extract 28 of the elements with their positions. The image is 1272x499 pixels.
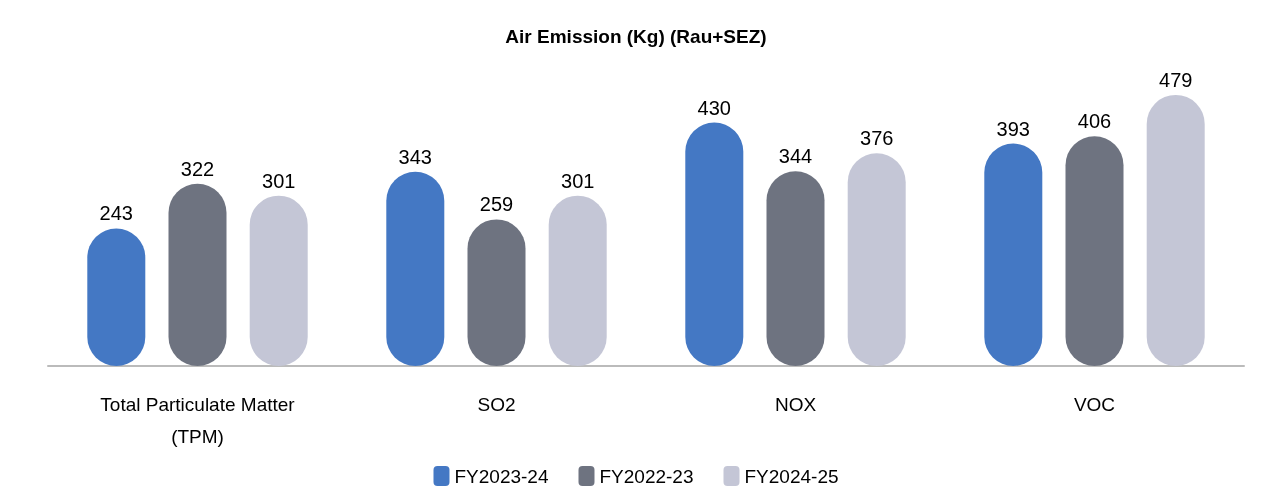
- data-label: 243: [99, 202, 133, 225]
- data-label: 406: [1077, 110, 1112, 133]
- bar: [984, 143, 1043, 366]
- legend-label: FY2022-23: [599, 465, 694, 487]
- bar: [847, 153, 906, 366]
- data-label: 344: [778, 145, 813, 168]
- data-label: 479: [1159, 68, 1193, 91]
- data-label: 322: [180, 157, 215, 180]
- legend-label: FY2024-25: [744, 465, 839, 487]
- bar: [1065, 136, 1124, 366]
- x-tick-label: SO2: [477, 393, 516, 415]
- bar: [766, 171, 825, 366]
- data-label: 301: [561, 169, 595, 192]
- chart-title: Air Emission (Kg) (Rau+SEZ): [505, 26, 767, 47]
- data-label: 301: [262, 169, 296, 192]
- data-label: 376: [860, 127, 894, 150]
- legend-label: FY2023-24: [454, 465, 549, 487]
- bar: [1146, 94, 1205, 366]
- x-tick-label: NOX: [774, 393, 817, 415]
- bar: [685, 122, 744, 366]
- data-label: 259: [479, 193, 514, 216]
- data-label: 343: [398, 145, 432, 168]
- x-tick-label: Total Particulate Matter (TPM): [100, 393, 296, 447]
- bar: [168, 183, 227, 366]
- x-tick-label: VOC: [1073, 393, 1116, 415]
- data-label: 430: [697, 96, 731, 119]
- bar: [386, 171, 445, 366]
- data-label: 393: [996, 117, 1030, 140]
